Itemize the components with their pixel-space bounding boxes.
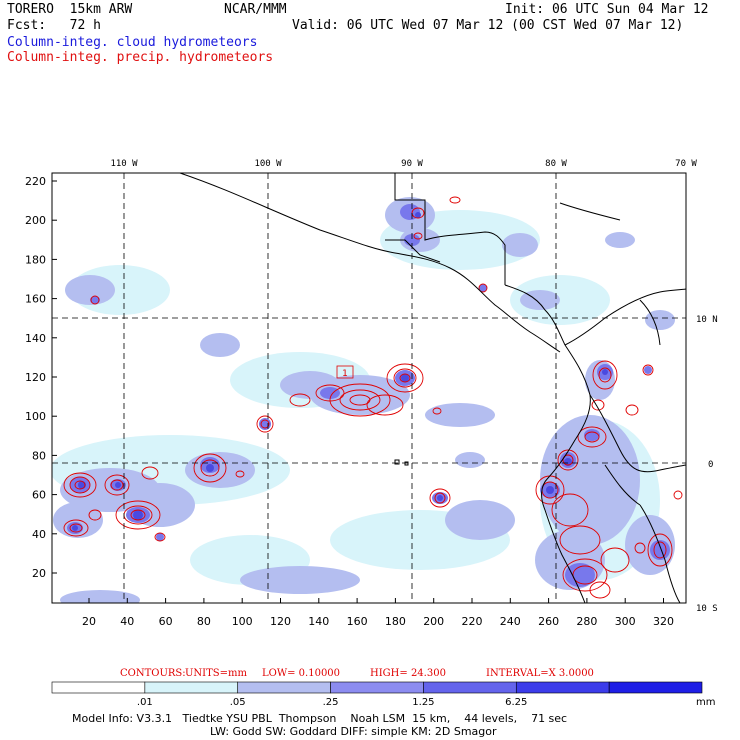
x-tick-label: 260 — [538, 615, 559, 628]
colorbar-swatch — [144, 681, 239, 694]
x-tick-label: 280 — [576, 615, 597, 628]
x-tick-label: 320 — [653, 615, 674, 628]
y-tick-label: 200 — [25, 214, 46, 227]
colorbar-tick-label: .01 — [137, 697, 153, 708]
box-marker-label: 1 — [342, 369, 348, 379]
x-tick-label: 240 — [500, 615, 521, 628]
colorbar-swatch — [515, 681, 610, 694]
lat-label-0: 0 — [708, 460, 713, 470]
contours-interval: INTERVAL=X 3.0000 — [486, 668, 594, 679]
lon-label-110w: 110 W — [110, 159, 138, 169]
y-tick-label: 120 — [25, 371, 46, 384]
organization: NCAR/MMM — [224, 2, 287, 17]
y-tick-label: 160 — [25, 293, 46, 306]
contours-label: CONTOURS: — [120, 668, 186, 679]
y-axis-ticks: 220 200 180 160 140 120 100 80 60 40 20 — [25, 175, 57, 580]
lon-label-100w: 100 W — [254, 159, 282, 169]
lat-labels: 10 N 0 10 S — [696, 315, 718, 614]
init-time: Init: 06 UTC Sun 04 Mar 12 — [505, 2, 709, 17]
x-tick-label: 140 — [308, 615, 329, 628]
lon-label-70w: 70 W — [675, 159, 697, 169]
colorbar-swatch — [423, 681, 517, 694]
lon-label-90w: 90 W — [401, 159, 423, 169]
x-tick-label: 220 — [462, 615, 483, 628]
colorbar-swatch — [51, 681, 146, 694]
y-tick-label: 20 — [32, 567, 46, 580]
y-tick-label: 140 — [25, 332, 46, 345]
lon-labels: 110 W 100 W 90 W 80 W 70 W — [110, 159, 697, 169]
field-precip-title: Column-integ. precip. hydrometeors — [7, 50, 274, 65]
x-tick-label: 180 — [385, 615, 406, 628]
precip-contours — [63, 196, 683, 599]
x-tick-label: 40 — [120, 615, 134, 628]
colorbar-swatch — [330, 681, 424, 694]
x-tick-label: 120 — [270, 615, 291, 628]
colorbar — [51, 681, 703, 694]
contours-low: LOW= 0.10000 — [262, 668, 340, 679]
x-tick-label: 200 — [423, 615, 444, 628]
x-tick-label: 20 — [82, 615, 96, 628]
coastlines — [179, 173, 686, 603]
forecast-hour: Fcst: 72 h — [7, 18, 101, 33]
colorbar-swatch — [237, 681, 331, 694]
colorbar-tick-label: 6.25 — [505, 697, 527, 708]
colorbar-swatch — [608, 681, 703, 694]
x-axis-ticks: 20 40 60 80 100 120 140 160 180 200 220 240 260 280 30… — [82, 598, 674, 628]
y-tick-label: 60 — [32, 489, 46, 502]
lat-lon-grid — [52, 173, 686, 603]
x-tick-label: 100 — [232, 615, 253, 628]
footer-model-info: Model Info: V3.3.1 Tiedtke YSU PBL Thomp… — [72, 712, 568, 725]
y-tick-label: 220 — [25, 175, 46, 188]
contours-high: HIGH= 24.300 — [370, 668, 446, 679]
lat-label-10s: 10 S — [696, 604, 718, 614]
valid-time: Valid: 06 UTC Wed 07 Mar 12 (00 CST Wed … — [292, 18, 684, 33]
y-tick-label: 40 — [32, 528, 46, 541]
x-tick-label: 60 — [159, 615, 173, 628]
x-tick-label: 300 — [615, 615, 636, 628]
lat-label-10n: 10 N — [696, 315, 718, 325]
colorbar-ticks: .01 .05 .25 1.25 6.25 — [137, 697, 528, 708]
lon-label-80w: 80 W — [545, 159, 567, 169]
colorbar-tick-label: 1.25 — [412, 697, 434, 708]
x-tick-label: 160 — [347, 615, 368, 628]
x-tick-label: 80 — [197, 615, 211, 628]
contours-units: UNITS=mm — [185, 668, 248, 679]
colorbar-unit: mm — [696, 697, 715, 708]
footer-physics-info: LW: Godd SW: Goddard DIFF: simple KM: 2D… — [210, 725, 497, 738]
y-tick-label: 80 — [32, 449, 46, 462]
map-frame — [51, 172, 687, 604]
colorbar-tick-label: .25 — [323, 697, 339, 708]
y-tick-label: 100 — [25, 410, 46, 423]
box-marker — [336, 365, 354, 379]
contours-info: CONTOURS: UNITS=mm LOW= 0.10000 HIGH= 24… — [120, 668, 594, 679]
field-cloud-title: Column-integ. cloud hydrometeors — [7, 35, 258, 50]
colorbar-tick-label: .05 — [230, 697, 246, 708]
y-tick-label: 180 — [25, 253, 46, 266]
model-name: TORERO 15km ARW — [7, 2, 133, 17]
